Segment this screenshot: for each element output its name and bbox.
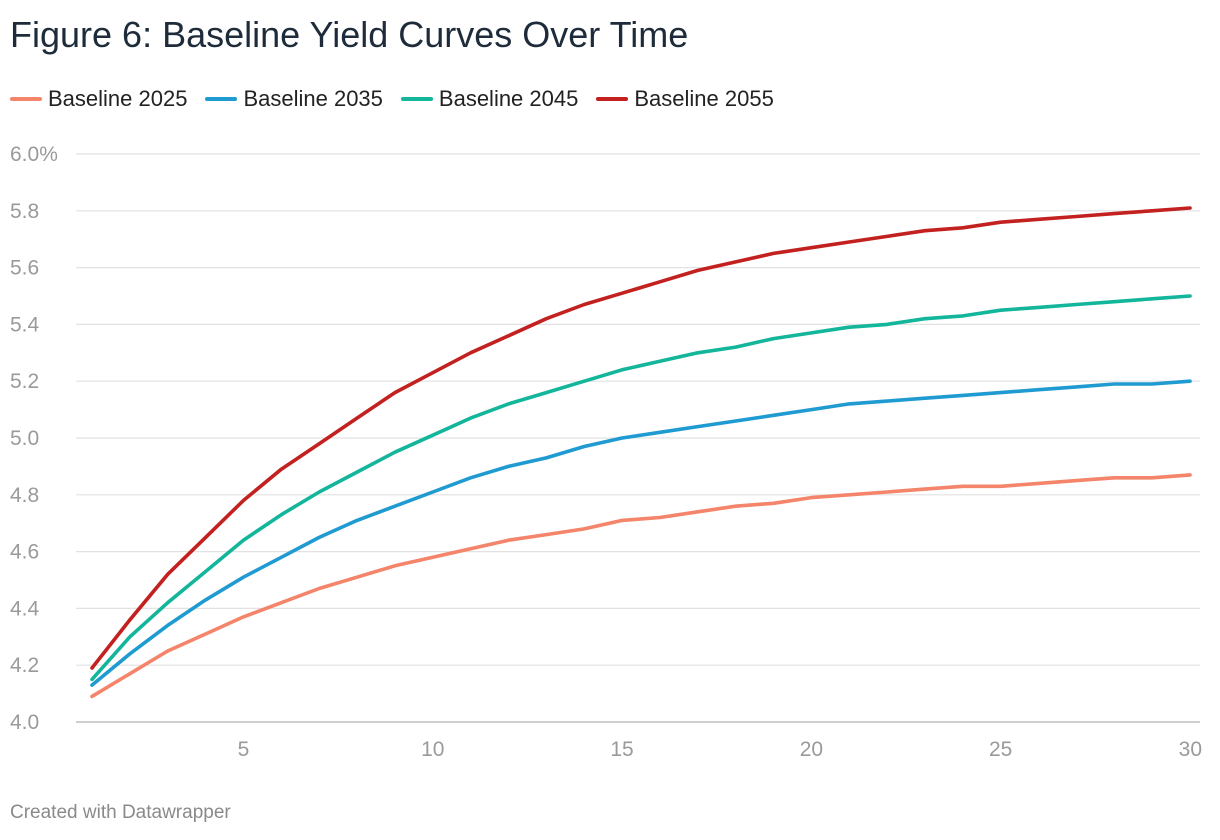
x-tick-label: 10: [421, 738, 444, 761]
x-tick-label: 15: [610, 738, 633, 761]
y-tick-label: 5.0: [10, 427, 39, 450]
chart-title: Figure 6: Baseline Yield Curves Over Tim…: [10, 14, 689, 55]
series-line-baseline-2025: [90, 473, 1192, 699]
legend-label-baseline-2025: Baseline 2025: [48, 86, 188, 111]
y-tick-label: 4.8: [10, 484, 39, 507]
legend-item-baseline-2045: Baseline 2045: [400, 86, 579, 112]
y-tick-label: 4.6: [10, 541, 39, 564]
gridlines: [76, 153, 1200, 723]
legend-label-baseline-2035: Baseline 2035: [243, 86, 383, 111]
footer-credit: Created with Datawrapper: [10, 802, 231, 823]
legend-swatch-baseline-2035: [205, 97, 238, 101]
y-tick-label: 5.4: [10, 313, 40, 336]
legend: Baseline 2025 Baseline 2035 Baseline 204…: [10, 86, 792, 112]
series-lines: [90, 206, 1192, 699]
y-tick-label: 4.4: [10, 597, 40, 620]
x-tick-label: 20: [800, 738, 823, 761]
y-tick-label: 6.0%: [10, 143, 58, 166]
y-tick-label: 5.2: [10, 370, 39, 393]
x-axis-tick-labels: 5 10 15 20 25 30: [238, 738, 1202, 761]
legend-label-baseline-2045: Baseline 2045: [438, 86, 579, 111]
x-tick-label: 30: [1179, 738, 1202, 761]
line-chart: 4.0 4.2 4.4 4.6 4.8 5.0 5.2 5.4 5.6 5.8 6.0% 5 10 15…: [10, 143, 1202, 761]
y-tick-label: 5.6: [10, 257, 39, 280]
legend-label-baseline-2055: Baseline 2055: [634, 86, 774, 111]
y-tick-label: 4.0: [10, 711, 39, 734]
y-tick-label: 5.8: [10, 200, 39, 223]
series-line-baseline-2035: [90, 379, 1192, 687]
y-tick-label: 4.2: [10, 654, 39, 677]
series-line-baseline-2055: [90, 206, 1192, 670]
legend-item-baseline-2035: Baseline 2035: [205, 86, 383, 112]
x-tick-label: 25: [989, 738, 1012, 761]
legend-swatch-baseline-2055: [596, 97, 629, 101]
legend-swatch-baseline-2025: [10, 97, 42, 101]
y-axis-tick-labels: 4.0 4.2 4.4 4.6 4.8 5.0 5.2 5.4 5.6 5.8 6.0%: [10, 143, 58, 734]
legend-item-baseline-2025: Baseline 2025: [10, 86, 187, 112]
legend-swatch-baseline-2045: [400, 97, 433, 101]
x-tick-label: 5: [238, 738, 250, 761]
legend-item-baseline-2055: Baseline 2055: [596, 86, 774, 112]
series-line-baseline-2045: [90, 294, 1192, 682]
